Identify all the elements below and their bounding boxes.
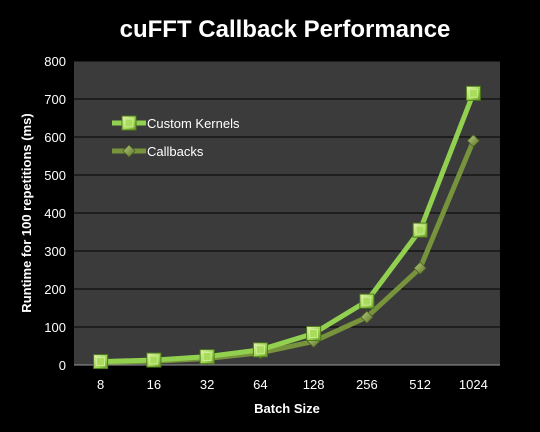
data-point-custom-kernels	[93, 354, 109, 370]
y-tick-label: 500	[44, 168, 66, 183]
data-point-custom-kernels	[306, 325, 322, 341]
x-tick-label: 1024	[459, 377, 488, 392]
y-tick-label: 700	[44, 92, 66, 107]
y-tick-label: 100	[44, 320, 66, 335]
data-point-custom-kernels	[412, 222, 428, 238]
x-tick-label: 512	[409, 377, 431, 392]
x-tick-label: 64	[253, 377, 267, 392]
legend-marker-diamond	[122, 144, 136, 158]
x-axis-ticks: 8 16 32 64 128 256 512 1024	[97, 377, 488, 392]
x-tick-label: 16	[147, 377, 161, 392]
data-point-callbacks	[360, 310, 374, 324]
data-point-custom-kernels	[465, 85, 481, 101]
series-layer	[93, 85, 481, 370]
x-axis-label: Batch Size	[254, 401, 320, 416]
data-point-custom-kernels	[146, 352, 162, 368]
data-point-callbacks	[466, 134, 480, 148]
legend-label: Callbacks	[147, 144, 204, 159]
y-axis-ticks: 0 100 200 300 400 500 600 700 800	[44, 54, 66, 373]
y-axis-label: Runtime for 100 repetitions (ms)	[19, 113, 34, 312]
legend-marker-square	[121, 115, 137, 131]
legend-label: Custom Kernels	[147, 116, 240, 131]
y-tick-label: 600	[44, 130, 66, 145]
chart-title: cuFFT Callback Performance	[120, 16, 451, 43]
x-tick-label: 256	[356, 377, 378, 392]
y-tick-label: 800	[44, 54, 66, 69]
y-tick-label: 300	[44, 244, 66, 259]
y-tick-label: 400	[44, 206, 66, 221]
y-tick-label: 200	[44, 282, 66, 297]
data-point-custom-kernels	[199, 349, 215, 365]
x-tick-label: 8	[97, 377, 104, 392]
data-point-custom-kernels	[359, 293, 375, 309]
y-tick-label: 0	[59, 358, 66, 373]
data-point-custom-kernels	[252, 342, 268, 358]
x-tick-label: 128	[303, 377, 325, 392]
x-tick-label: 32	[200, 377, 214, 392]
legend: Custom Kernels Callbacks	[112, 115, 240, 159]
gridlines	[74, 60, 500, 366]
series-line-custom-kernels	[98, 90, 476, 365]
data-point-callbacks	[413, 261, 427, 275]
